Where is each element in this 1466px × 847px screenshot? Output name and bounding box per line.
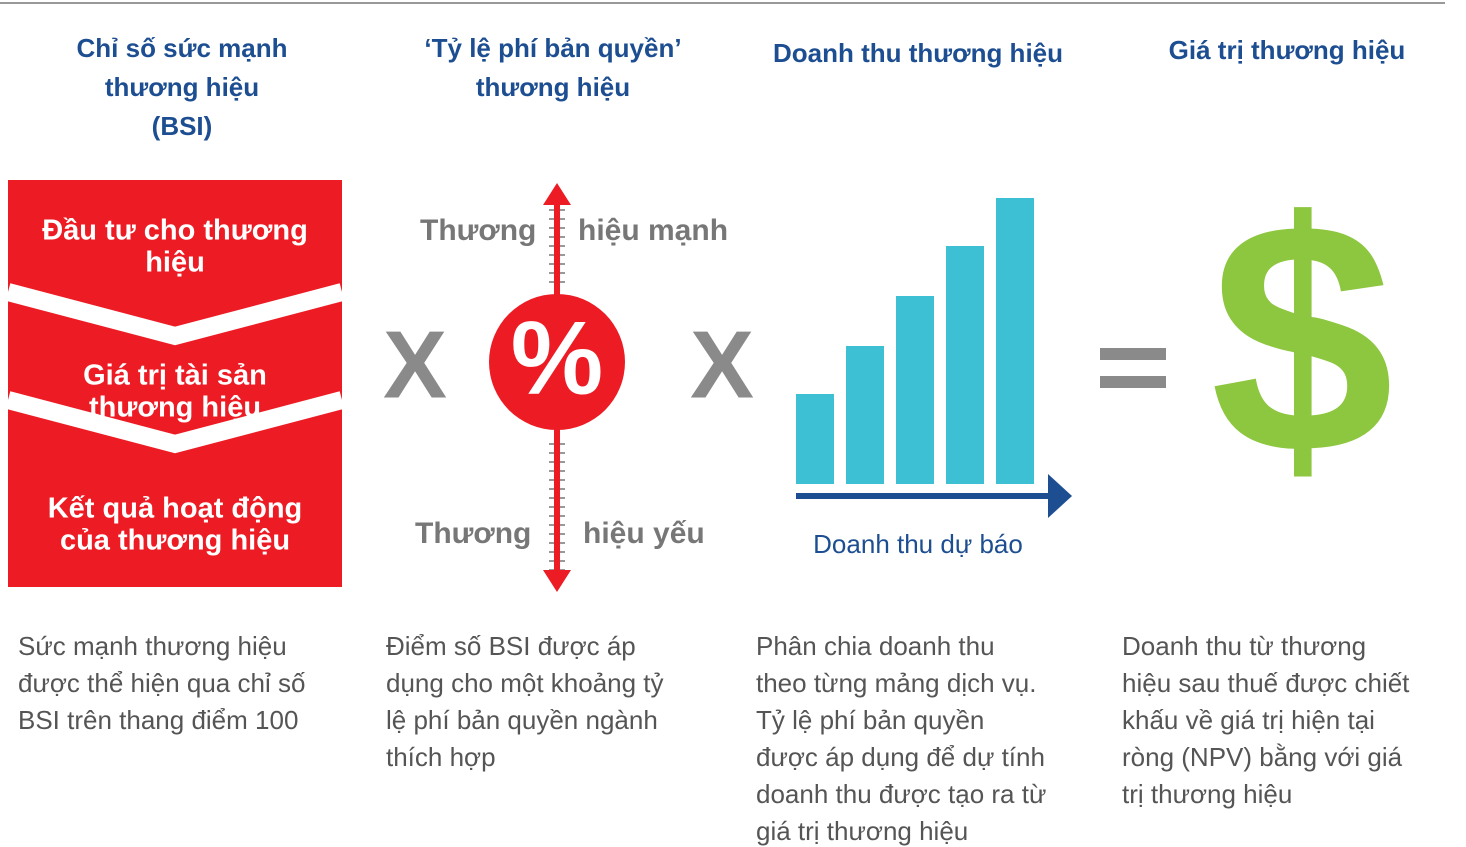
column-title: Chỉ số sức mạnh: [77, 33, 288, 63]
column-description: Phân chia doanh thu: [756, 631, 995, 661]
column-title: (BSI): [152, 111, 213, 141]
revenue-arrowhead: [1048, 474, 1072, 518]
chevron: [5, 283, 345, 346]
bar: [796, 394, 834, 484]
dollar-symbol: $: [1210, 153, 1394, 522]
column-description: khấu về giá trị hiện tại: [1122, 705, 1375, 735]
bsi-box-text: hiệu: [145, 247, 205, 279]
column-description: Tỷ lệ phí bản quyền: [756, 705, 984, 735]
equals-bar: [1100, 376, 1166, 388]
column-description: dụng cho một khoảng tỷ: [386, 668, 664, 698]
bar: [946, 246, 984, 484]
chevron: [5, 391, 345, 454]
equals-bar: [1100, 348, 1166, 360]
column-description: được thể hiện qua chỉ số: [18, 668, 305, 698]
column-title: Doanh thu thương hiệu: [773, 38, 1063, 68]
column-description: hiệu sau thuế được chiết: [1122, 668, 1410, 698]
column-description: trị thương hiệu: [1122, 779, 1292, 809]
equals: [1100, 348, 1166, 388]
bar: [896, 296, 934, 484]
bsi-box-text: thương hiệu: [89, 392, 261, 424]
column-title: thương hiệu: [476, 72, 630, 102]
percent-circle: [489, 294, 625, 430]
column-description: Doanh thu từ thương: [1122, 631, 1366, 661]
scale-bottom-left: Thương: [415, 517, 531, 550]
operator: X: [690, 311, 754, 418]
revenue-bars: [796, 198, 1034, 484]
column-description: ròng (NPV) bằng với giá: [1122, 742, 1403, 772]
scale-bottom-right: hiệu yếu: [583, 517, 705, 550]
column-title: thương hiệu: [105, 72, 259, 102]
column-description: Sức mạnh thương hiệu: [18, 631, 287, 661]
column-description: giá trị thương hiệu: [756, 816, 968, 846]
column-description: theo từng mảng dịch vụ.: [756, 668, 1036, 698]
bsi-box-text: của thương hiệu: [60, 525, 290, 557]
scale-top-right: hiệu mạnh: [578, 214, 728, 247]
bar: [996, 198, 1034, 484]
bsi-box-text: Giá trị tài sản: [83, 360, 267, 392]
revenue-label: Doanh thu dự báo: [813, 529, 1023, 559]
column-description: doanh thu được tạo ra từ: [756, 779, 1046, 809]
column-description: được áp dụng để dự tính: [756, 742, 1045, 772]
bsi-box-text: Kết quả hoạt động: [48, 493, 303, 525]
column-description: lệ phí bản quyền ngành: [386, 705, 658, 735]
arrow-down: [543, 570, 571, 592]
operator: X: [383, 311, 447, 418]
column-title: Giá trị thương hiệu: [1169, 35, 1406, 65]
column-description: Điểm số BSI được áp: [386, 631, 636, 661]
column-description: BSI trên thang điểm 100: [18, 705, 298, 735]
bar: [846, 346, 884, 484]
percent-symbol: %: [511, 300, 603, 416]
column-description: thích hợp: [386, 742, 496, 772]
arrow-up: [543, 183, 571, 205]
scale-top-left: Thương: [420, 214, 536, 247]
bsi-box-text: Đầu tư cho thương: [42, 215, 308, 247]
bsi-box: [8, 180, 342, 587]
column-title: ‘Tỷ lệ phí bản quyền’: [424, 33, 681, 63]
